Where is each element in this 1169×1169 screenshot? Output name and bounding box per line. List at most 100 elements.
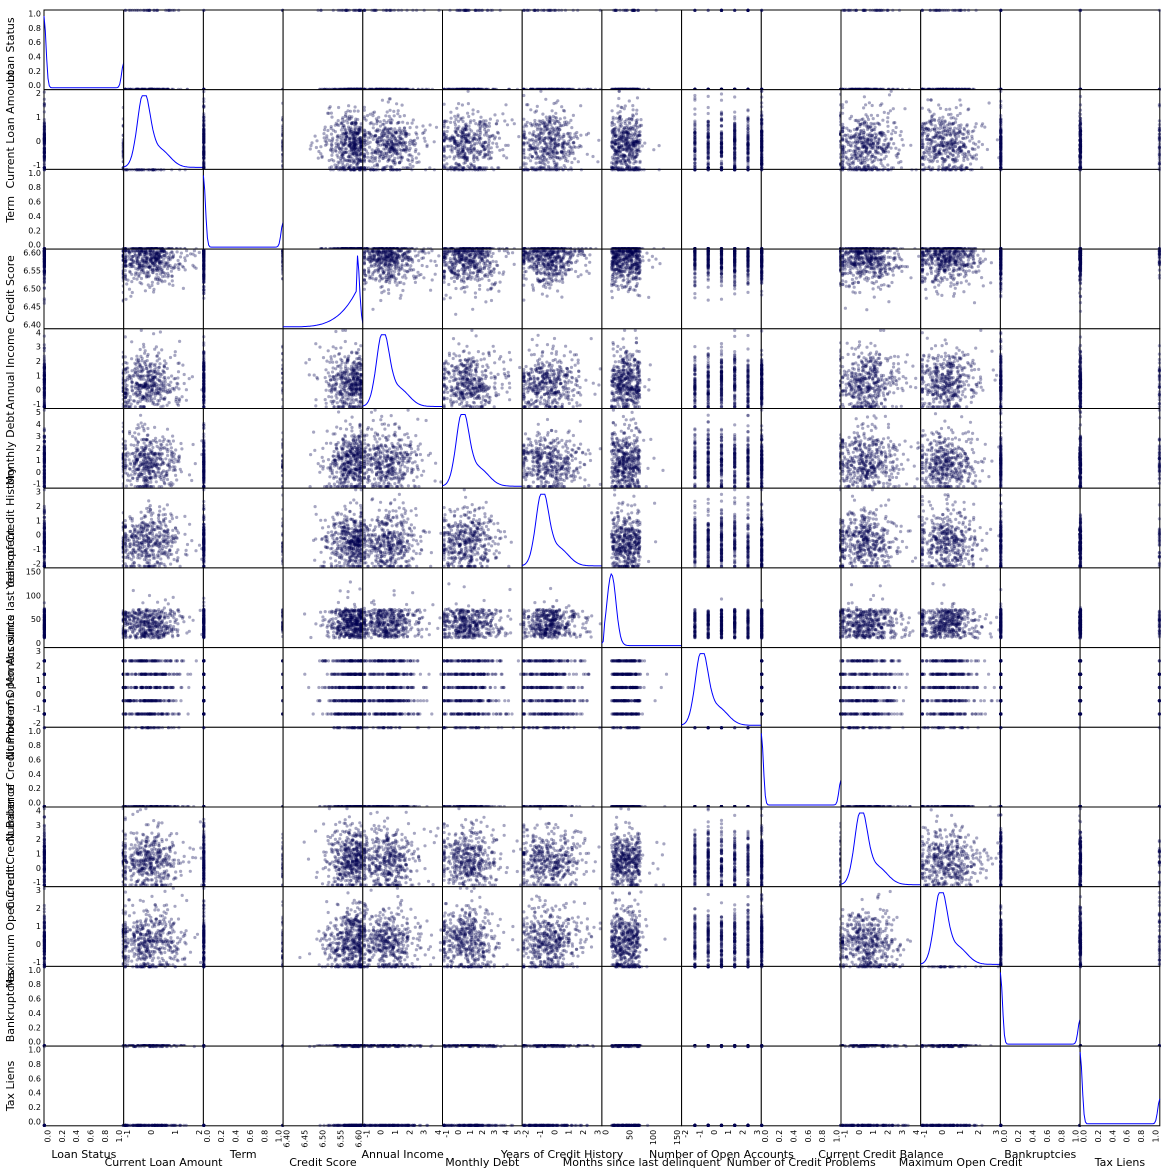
scatter-point [330, 115, 334, 119]
scatter-point [172, 8, 176, 12]
scatter-point [152, 8, 156, 12]
scatter-point [147, 8, 151, 12]
scatter-point [327, 138, 332, 142]
cell-0-11 [920, 8, 1001, 91]
scatter-point [450, 150, 454, 154]
scatter-point [538, 160, 543, 165]
scatter-point [556, 126, 560, 131]
scatter-point [353, 105, 357, 109]
scatter-point [627, 99, 631, 103]
scatter-point [407, 159, 411, 163]
scatter-point [327, 106, 331, 110]
scatter-point [333, 123, 337, 127]
scatter-point [498, 8, 502, 12]
scatter-point [337, 105, 341, 110]
scatter-point [627, 117, 631, 121]
cell-frame [1079, 9, 1161, 91]
scatter-point [554, 111, 558, 115]
cell-0-8 [681, 8, 762, 91]
scatter-point [866, 152, 870, 156]
scatter-point [920, 8, 924, 12]
scatter-point [706, 163, 710, 167]
cell-frame [202, 89, 284, 170]
scatter-point [397, 161, 401, 165]
scatter-point [415, 8, 419, 12]
scatter-point [385, 164, 389, 168]
scatter-point [563, 8, 568, 12]
scatter-point [928, 8, 933, 12]
scatter-point [624, 142, 629, 146]
scatter-point [859, 161, 863, 166]
scatter-point [442, 163, 446, 167]
scatter-point [398, 130, 403, 134]
scatter-point [638, 130, 642, 134]
scatter-point [693, 131, 697, 135]
scatter-point [367, 159, 371, 163]
scatter-point [348, 109, 352, 113]
scatter-point [547, 152, 551, 156]
scatter-point [443, 120, 447, 124]
scatter-point [657, 144, 661, 148]
scatter-point [323, 125, 327, 129]
scatter-point [476, 110, 480, 114]
scatter-point [458, 130, 462, 134]
scatter-point [560, 8, 564, 12]
scatter-point [841, 129, 845, 133]
scatter-point [843, 150, 847, 154]
scatter-point [364, 118, 368, 122]
scatter-point [411, 164, 415, 168]
scatter-point [552, 145, 556, 149]
scatter-point [570, 160, 574, 165]
scatter-point [851, 161, 855, 165]
scatter-point [177, 8, 181, 12]
scatter-point [543, 149, 547, 153]
scatter-point [551, 118, 555, 122]
scatter-point [693, 157, 697, 161]
scatter-point [376, 129, 380, 133]
scatter-point [634, 160, 638, 164]
scatter-point [889, 137, 893, 142]
scatter-point [442, 154, 446, 158]
scatter-point [571, 113, 576, 117]
scatter-point [760, 117, 764, 122]
scatter-point [148, 8, 152, 12]
scatter-point [931, 8, 936, 12]
scatter-point [615, 152, 619, 156]
scatter-point [719, 137, 724, 141]
scatter-point [693, 127, 697, 131]
scatter-point [411, 8, 415, 12]
scatter-point [482, 119, 486, 123]
cell-frame [202, 9, 284, 91]
scatter-point [42, 141, 47, 145]
scatter-point [371, 126, 375, 130]
scatter-point [631, 108, 635, 112]
scatter-point [535, 154, 540, 158]
scatter-point [635, 125, 639, 130]
scatter-point [640, 144, 644, 148]
scatter-point [548, 147, 553, 151]
scatter-point [448, 155, 452, 159]
scatter-point [453, 120, 457, 124]
scatter-point [448, 8, 452, 12]
scatter-point [378, 124, 383, 128]
scatter-point [746, 122, 750, 126]
scatter-point [558, 134, 562, 138]
scatter-point [566, 131, 570, 135]
scatter-point [733, 126, 737, 130]
scatter-point [501, 112, 505, 116]
scatter-point [719, 117, 724, 122]
scatter-point [349, 126, 353, 130]
scatter-point [340, 120, 344, 125]
scatter-point [886, 142, 890, 146]
scatter-point [522, 130, 527, 134]
scatter-point [383, 153, 387, 158]
scatter-point [380, 135, 384, 139]
scatter-point [445, 129, 449, 134]
scatter-point [479, 115, 483, 119]
scatter-point [363, 8, 367, 12]
scatter-point [395, 102, 399, 106]
scatter-point [555, 151, 560, 155]
cell-frame [999, 9, 1081, 91]
scatter-point [359, 125, 363, 129]
scatter-point [354, 121, 358, 125]
